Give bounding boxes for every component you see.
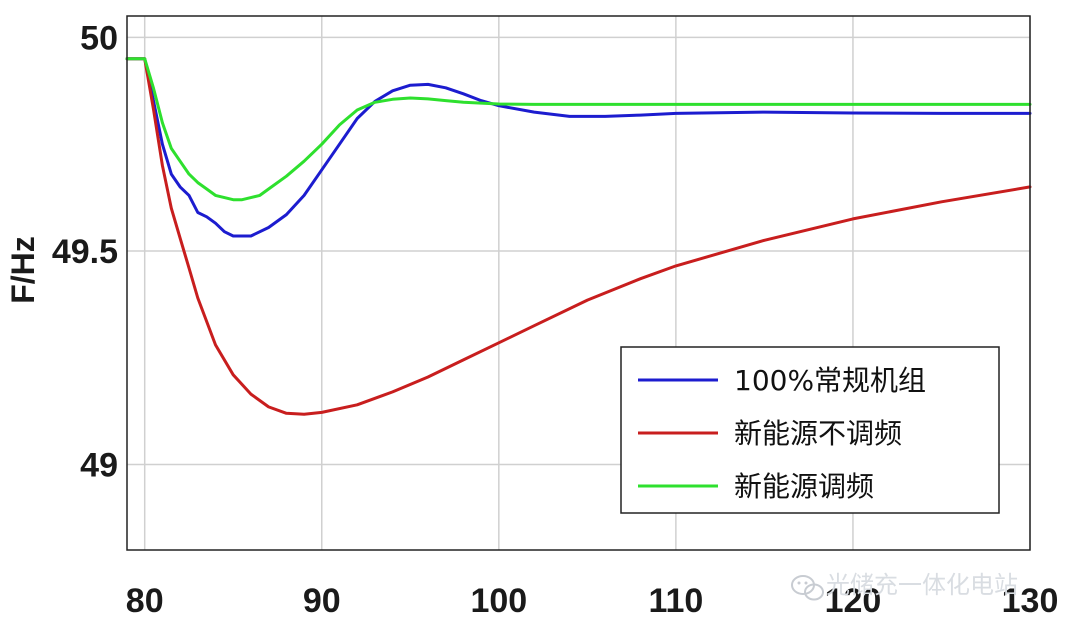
x-tick-label: 130 [1002,582,1059,620]
legend-label: 100%常规机组 [734,364,926,397]
y-axis-title: F/Hz [5,236,41,304]
plot-frame [126,15,1031,551]
x-tick-label: 120 [825,582,882,620]
legend-label: 新能源不调频 [734,417,902,450]
watermark-text: 光储充一体化电站 [826,571,1018,599]
watermark: 光储充一体化电站 [791,571,1018,601]
y-tick-label: 49.5 [52,233,118,271]
x-tick-label: 110 [648,582,703,620]
y-tick-label: 49 [80,447,118,485]
x-tick-label: 80 [126,582,164,620]
y-tick-label: 50 [80,19,118,57]
series-line-1 [125,57,1032,238]
wechat-icon [791,575,824,601]
series-layer [125,57,1032,416]
tick-labels: 80 90 100 110 120 130 49 49.5 50 [52,19,1059,620]
series-line-2 [125,57,1032,416]
x-tick-label: 90 [303,582,341,620]
x-tick-label: 100 [470,582,527,620]
legend-label: 新能源调频 [734,470,874,503]
series-line-3 [125,57,1032,202]
